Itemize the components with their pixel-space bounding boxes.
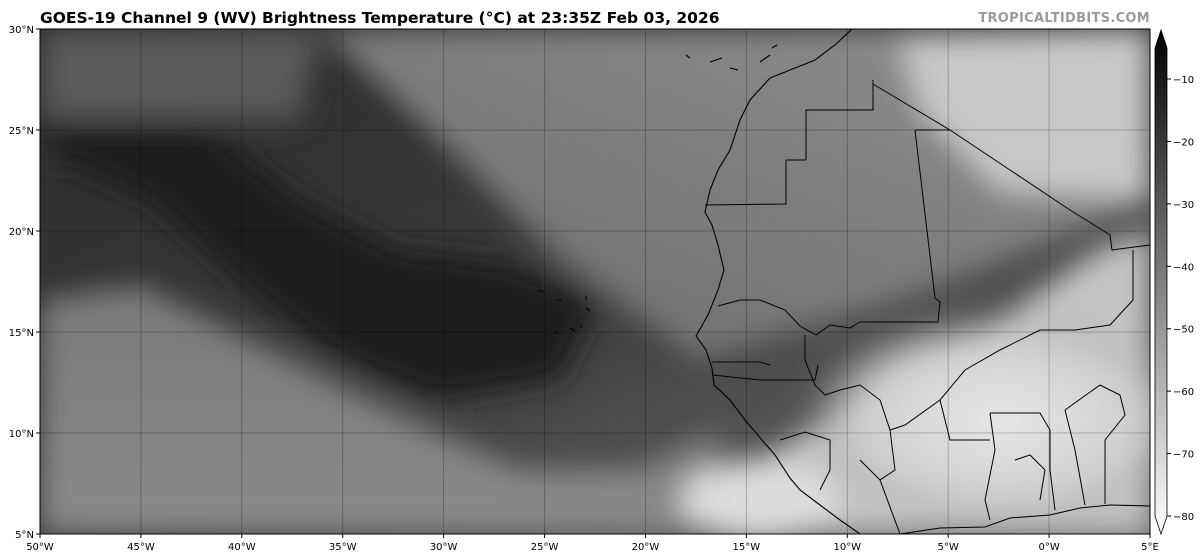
colorbar-tick-label: −10 — [1173, 75, 1194, 86]
x-tick-label: 20°W — [632, 542, 660, 553]
y-tick-label: 5°N — [15, 530, 34, 541]
x-tick-label: 30°W — [430, 542, 458, 553]
lat-lon-grid — [40, 29, 1150, 534]
y-tick-label: 15°N — [9, 328, 34, 339]
colorbar-tick-label: −60 — [1173, 387, 1194, 398]
coastlines — [537, 29, 1150, 534]
x-tick-label: 25°W — [531, 542, 559, 553]
country-borders — [704, 80, 1150, 534]
x-tick-label: 50°W — [26, 542, 54, 553]
latitude-axis: 5°N 10°N 15°N 20°N 25°N 30°N — [9, 25, 40, 541]
x-tick-label: 40°W — [228, 542, 256, 553]
colorbar: −10 −20 −30 −40 −50 −60 −70 −80 — [1154, 28, 1194, 536]
x-tick-label: 15°W — [733, 542, 761, 553]
colorbar-tick-label: −80 — [1173, 512, 1194, 523]
y-tick-label: 20°N — [9, 227, 34, 238]
colorbar-tick-label: −20 — [1173, 137, 1194, 148]
wv-imagery — [40, 29, 1150, 534]
x-tick-label: 35°W — [329, 542, 357, 553]
map-frame — [39, 28, 1151, 535]
colorbar-tick-label: −50 — [1173, 325, 1194, 336]
x-tick-label: 45°W — [127, 542, 155, 553]
colorbar-tick-label: −40 — [1173, 262, 1194, 273]
y-tick-label: 25°N — [9, 126, 34, 137]
x-tick-label: 0°W — [1038, 542, 1059, 553]
longitude-axis: 50°W 45°W 40°W 35°W 30°W 25°W 20°W 15°W 10°W 5°W 0… — [26, 534, 1159, 553]
x-tick-label: 10°W — [833, 542, 861, 553]
x-tick-label: 5°W — [938, 542, 959, 553]
map-title: GOES-19 Channel 9 (WV) Brightness Temper… — [40, 9, 720, 27]
brand-watermark: TROPICALTIDBITS.COM — [978, 11, 1150, 26]
y-tick-label: 30°N — [9, 25, 34, 36]
y-tick-label: 10°N — [9, 429, 34, 440]
x-tick-label: 5°E — [1141, 542, 1159, 553]
colorbar-tick-label: −30 — [1173, 200, 1194, 211]
colorbar-scale — [1154, 28, 1168, 536]
colorbar-tick-label: −70 — [1173, 450, 1194, 461]
